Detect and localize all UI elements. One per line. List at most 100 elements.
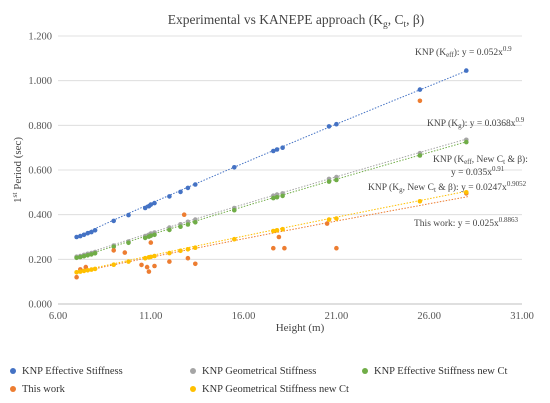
data-point (139, 262, 144, 268)
data-point (193, 245, 198, 250)
trendline (74, 138, 469, 258)
x-tick-labels: 6.00 11.00 16.00 21.00 26.00 31.00 (49, 311, 534, 322)
data-point (193, 182, 198, 187)
data-point (185, 247, 191, 252)
x-tick-label: 11.00 (139, 311, 162, 322)
data-point (274, 194, 280, 200)
annotation-knp-kg: KNP (Kg): y = 0.0368x0.9 (427, 116, 525, 130)
data-point (167, 227, 172, 233)
data-point (417, 87, 423, 92)
data-point (152, 253, 157, 259)
data-point (111, 262, 116, 268)
data-point (274, 228, 280, 233)
legend-label: KNP Geometrical Stiffness (202, 365, 317, 377)
data-point (142, 235, 148, 241)
x-axis-label: Height (m) (276, 322, 325, 334)
y-tick-label: 0.200 (28, 255, 52, 266)
legend-item-knp-geometrical: KNP Geometrical Stiffness (190, 366, 362, 377)
data-point (85, 253, 90, 258)
data-point (85, 268, 90, 273)
data-point (334, 245, 339, 251)
data-point (81, 232, 87, 238)
data-point (280, 193, 285, 199)
data-point (324, 221, 330, 226)
legend-marker (10, 368, 16, 374)
legend-marker (190, 386, 196, 392)
data-point (92, 266, 98, 272)
y-tick-labels: 0.000 0.200 0.400 0.600 0.800 1.000 1.200 (28, 32, 52, 311)
annotation-this-work: This work: y = 0.025x0.8863 (414, 216, 519, 229)
trendline (74, 196, 469, 274)
data-point (111, 248, 116, 253)
data-point (167, 259, 172, 264)
data-point (111, 218, 116, 224)
legend-label: KNP Geometrical Stiffness new Ct (202, 383, 349, 395)
x-tick-label: 31.00 (510, 311, 534, 322)
data-point (417, 98, 423, 104)
y-tick-label: 1.200 (28, 32, 52, 43)
data-point (85, 230, 90, 236)
data-point (152, 232, 157, 238)
data-point (148, 240, 154, 245)
y-tick-label: 0.400 (28, 210, 52, 221)
data-point (271, 245, 276, 251)
data-points (74, 68, 469, 280)
data-point (81, 253, 87, 259)
trendlines (74, 69, 469, 274)
data-point (271, 148, 276, 154)
data-point (142, 255, 148, 261)
data-point (152, 263, 157, 269)
data-point (464, 139, 469, 145)
data-point (178, 248, 183, 254)
data-point (334, 121, 339, 127)
annotation-knp-keff: KNP (Keff): y = 0.052x0.9 (415, 45, 512, 59)
data-point (181, 212, 187, 217)
data-point (193, 220, 198, 225)
data-point (334, 177, 339, 183)
data-point (232, 165, 237, 170)
gridlines (58, 35, 522, 260)
annotation-knp-kg-new: KNP (Kg, New Ct & β): y = 0.0247x0.9052 (368, 180, 527, 194)
annotation-knp-keff-new: KNP (Keff, New Ct & β): (433, 154, 528, 166)
chart-title: Experimental vs KANEPE approach (Kg, Ct,… (168, 12, 424, 30)
data-point (326, 217, 332, 222)
data-point (232, 236, 237, 242)
trendline (74, 69, 469, 239)
data-point (74, 234, 79, 240)
data-point (152, 200, 157, 206)
x-tick-label: 21.00 (325, 311, 349, 322)
data-point (89, 229, 94, 235)
data-point (280, 226, 285, 232)
data-point (185, 255, 191, 261)
data-point (126, 240, 131, 246)
y-tick-label: 1.000 (28, 76, 52, 87)
data-point (280, 145, 285, 150)
data-point (126, 259, 131, 264)
data-point (271, 195, 276, 201)
legend-item-knp-effective-new-ct: KNP Effective Stiffness new Ct (362, 366, 507, 377)
x-tick-label: 6.00 (49, 311, 67, 322)
data-point (274, 147, 280, 152)
legend-row-1: KNP Effective Stiffness KNP Geometrical … (10, 362, 545, 380)
y-tick-label: 0.600 (28, 166, 52, 177)
y-tick-label: 0.800 (28, 121, 52, 132)
data-point (78, 269, 83, 274)
y-tick-label: 0.000 (28, 300, 52, 311)
data-point (417, 199, 423, 204)
data-point (144, 264, 150, 270)
data-point (276, 234, 282, 240)
trendline-annotations: KNP (Keff): y = 0.052x0.9 KNP (Kg): y = … (368, 45, 528, 229)
annotation-knp-keff-new-line2: y = 0.035x0.91 (451, 165, 505, 178)
data-point (122, 250, 128, 255)
legend-marker (190, 368, 196, 374)
legend-item-knp-effective: KNP Effective Stiffness (10, 366, 190, 377)
data-point (126, 212, 131, 218)
data-point (74, 274, 79, 280)
data-point (167, 194, 172, 199)
x-tick-label: 16.00 (232, 311, 256, 322)
legend-label: KNP Effective Stiffness new Ct (374, 365, 508, 377)
legend-row-2: This work KNP Geometrical Stiffness new … (10, 380, 545, 398)
data-point (78, 233, 83, 239)
data-point (185, 222, 191, 227)
